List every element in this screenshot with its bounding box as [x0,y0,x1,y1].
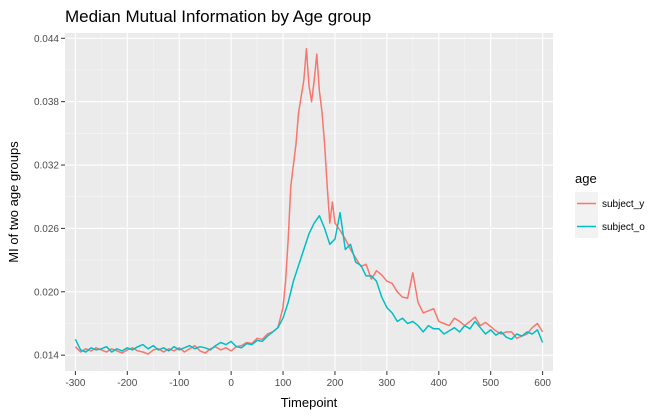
y-axis-title: MI of two age groups [6,141,21,263]
y-tick-label: 0.038 [34,97,59,108]
series-line-subject_y [74,48,544,355]
x-tick-label: 400 [430,378,447,389]
y-tick-label: 0.044 [34,34,59,45]
chart-title: Median Mutual Information by Age group [65,7,371,26]
x-tick-label: 200 [327,378,344,389]
legend-label-subject_o: subject_o [602,222,645,233]
x-axis-title: Timepoint [281,395,338,410]
legend-label-subject_y: subject_y [602,199,644,210]
x-tick-label: 600 [534,378,551,389]
legend: age subject_y subject_o [575,171,645,238]
x-tick-label: -300 [65,378,85,389]
y-tick-label: 0.026 [34,224,59,235]
x-tick-label: 0 [228,378,234,389]
x-tick-label: -200 [117,378,137,389]
x-tick-label: -100 [169,378,189,389]
series-line-subject_o [74,211,544,353]
x-tick-label: 100 [275,378,292,389]
x-axis: -300 -200 -100 0 100 200 300 400 500 600 [65,371,551,389]
y-tick-label: 0.020 [34,287,59,298]
x-tick-label: 500 [482,378,499,389]
minor-grid [65,33,553,371]
legend-title: age [575,171,597,186]
legend-items: subject_y subject_o [575,192,645,238]
y-axis: 0.014 0.020 0.026 0.032 0.038 0.044 [34,34,65,362]
x-tick-label: 300 [379,378,396,389]
series-layer [74,48,544,355]
y-tick-label: 0.014 [34,351,59,362]
major-grid [65,33,553,371]
y-tick-label: 0.032 [34,161,59,172]
